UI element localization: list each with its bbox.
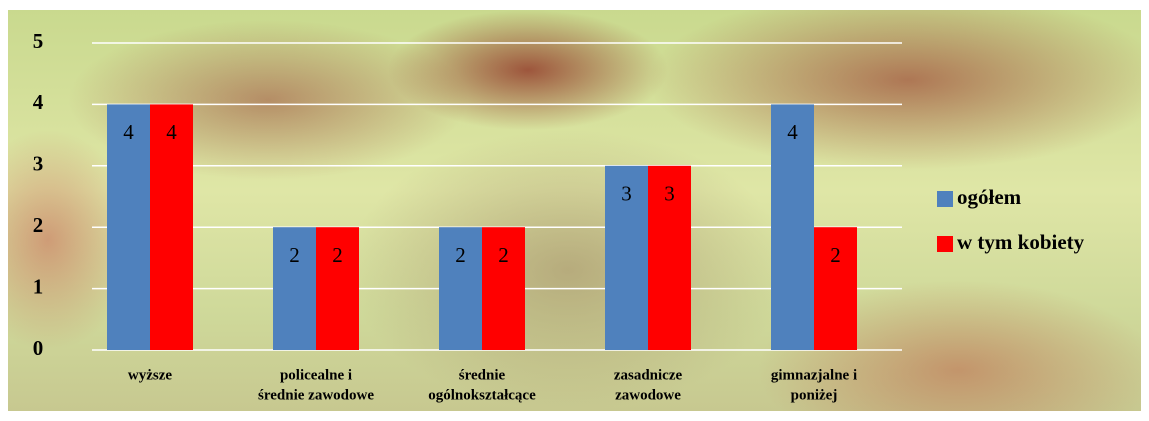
x-tick-label: zawodowe <box>615 387 681 403</box>
bar <box>439 227 482 350</box>
x-tick-label: średnie <box>459 367 506 383</box>
bar <box>273 227 316 350</box>
value-label: 4 <box>787 120 798 144</box>
bar <box>482 227 525 350</box>
y-tick-label: 0 <box>33 336 44 360</box>
bar <box>605 165 648 350</box>
chart: 0 1 2 3 4 5 wyższe 4 4 policealne i średnie zawodo… <box>33 29 1085 404</box>
legend-swatch <box>937 191 953 207</box>
legend-label: ogółem <box>957 185 1022 209</box>
y-tick-label: 2 <box>33 213 44 237</box>
bar <box>107 104 150 351</box>
value-label: 3 <box>664 182 675 206</box>
bar <box>150 104 193 351</box>
value-label: 4 <box>123 120 134 144</box>
y-tick-label: 1 <box>33 274 44 298</box>
x-tick-label: poniżej <box>791 387 838 403</box>
value-label: 2 <box>289 243 300 267</box>
bar <box>648 165 691 350</box>
bar <box>814 227 857 350</box>
legend-label: w tym kobiety <box>957 230 1085 254</box>
bar <box>316 227 359 350</box>
x-tick-label: policealne i <box>280 367 352 383</box>
value-label: 4 <box>166 120 177 144</box>
legend-swatch <box>937 236 953 252</box>
bar <box>771 104 814 351</box>
y-tick-label: 5 <box>33 29 44 53</box>
x-tick-label: wyższe <box>128 367 172 383</box>
chart-area: 0 1 2 3 4 5 wyższe 4 4 policealne i średnie zawodo… <box>8 10 1141 411</box>
y-tick-label: 4 <box>33 90 44 114</box>
x-tick-label: zasadnicze <box>614 367 683 383</box>
value-label: 2 <box>498 243 509 267</box>
value-label: 2 <box>332 243 343 267</box>
value-label: 2 <box>455 243 466 267</box>
x-tick-label: ogólnokształcące <box>428 387 536 403</box>
x-tick-label: średnie zawodowe <box>258 387 374 403</box>
y-tick-label: 3 <box>33 152 44 176</box>
value-label: 3 <box>621 182 632 206</box>
value-label: 2 <box>830 243 841 267</box>
x-tick-label: gimnazjalne i <box>771 367 857 383</box>
